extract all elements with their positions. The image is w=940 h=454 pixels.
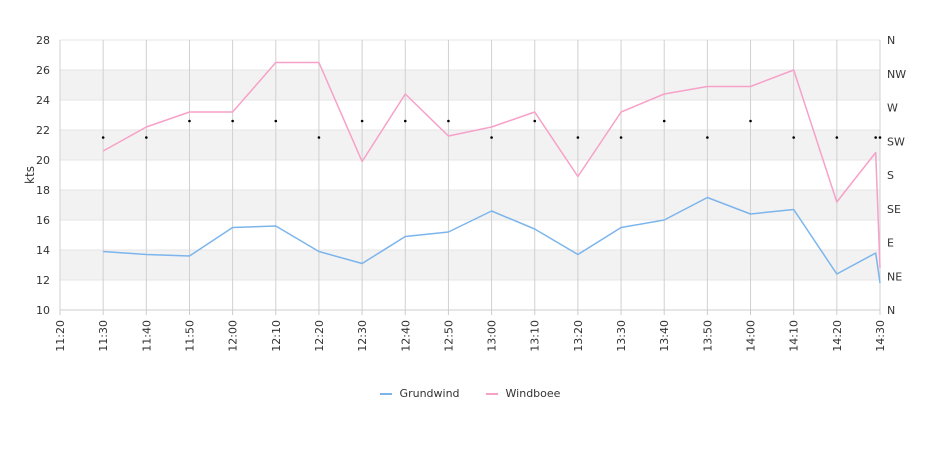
direction-marker [447, 119, 450, 123]
series-line-grundwind [103, 196, 881, 284]
x-tick-label: 14:20 [831, 320, 844, 352]
direction-marker [101, 136, 105, 139]
right-axis-label: NE [887, 270, 902, 283]
direction-marker [360, 119, 364, 123]
right-axis-label: W [887, 102, 898, 115]
plot-band [60, 130, 880, 160]
x-tick-label: 14:00 [745, 320, 758, 352]
right-axis-label: N [887, 34, 895, 47]
direction-marker [490, 136, 493, 139]
legend-swatch-grundwind [379, 393, 392, 395]
y-tick-label: 16 [36, 214, 50, 227]
direction-marker [749, 119, 752, 123]
y-tick-label: 24 [36, 94, 50, 107]
right-axis-label: SE [887, 203, 901, 216]
x-tick-label: 11:50 [183, 320, 196, 352]
y-tick-label: 14 [36, 244, 50, 257]
y-tick-label: 22 [36, 124, 50, 137]
direction-markers [101, 119, 882, 139]
direction-marker [662, 119, 666, 123]
right-axis-label: E [887, 237, 894, 250]
legend-item-grundwind[interactable]: Grundwind [379, 384, 460, 402]
right-axis-label: S [887, 169, 894, 182]
plot-band [60, 250, 880, 280]
x-tick-label: 12:50 [442, 320, 455, 352]
legend-label-grundwind: Grundwind [399, 386, 460, 400]
y-axis-title: kts [23, 166, 37, 184]
direction-marker [874, 136, 877, 139]
x-tick-label: 11:40 [140, 320, 153, 352]
x-tick-label: 11:20 [54, 320, 67, 352]
x-tick-label: 13:50 [701, 320, 714, 352]
direction-marker [706, 136, 709, 139]
legend-item-windboee[interactable]: Windboee [485, 384, 561, 402]
x-axis: 11:20 11:30 11:40 11:50 12:00 12:10 12:20 12:30… [54, 309, 887, 352]
y-tick-label: 12 [36, 274, 50, 287]
x-tick-label: 12:10 [270, 320, 283, 352]
x-tick-label: 14:30 [874, 320, 887, 352]
legend: Grundwind Windboee [0, 384, 940, 402]
right-axis-label: N [887, 304, 895, 317]
y-axis-right: N NW W SW S SE E NE N [887, 34, 906, 317]
right-axis-label: SW [887, 135, 905, 148]
x-tick-label: 12:00 [227, 320, 240, 352]
y-tick-label: 20 [36, 154, 50, 167]
plot-band [60, 70, 880, 100]
direction-marker [403, 119, 407, 123]
direction-marker [533, 119, 537, 123]
direction-marker [619, 136, 623, 139]
legend-label-windboee: Windboee [505, 386, 561, 400]
x-tick-label: 13:00 [486, 320, 499, 352]
direction-marker [188, 119, 191, 123]
series-line-windboee [102, 61, 881, 269]
direction-marker [835, 136, 839, 139]
x-tick-label: 12:30 [356, 320, 369, 352]
plot-bands [60, 70, 880, 280]
y-tick-label: 26 [36, 64, 50, 77]
x-tick-label: 12:20 [313, 320, 326, 352]
x-tick-label: 13:30 [615, 320, 628, 352]
vertical-gridlines [59, 40, 881, 310]
x-tick-label: 11:30 [97, 320, 110, 352]
y-tick-label: 10 [36, 304, 50, 317]
y-axis-left: 10 12 14 16 18 20 22 24 26 28 [36, 34, 50, 317]
right-axis-label: NW [887, 68, 906, 81]
direction-marker [231, 119, 234, 123]
horizontal-gridlines [60, 39, 880, 311]
x-tick-label: 13:10 [529, 320, 542, 352]
legend-swatch-windboee [485, 393, 498, 395]
y-tick-label: 28 [36, 34, 50, 47]
y-tick-label: 18 [36, 184, 50, 197]
direction-marker [145, 136, 148, 139]
direction-marker [878, 136, 882, 139]
x-tick-label: 14:10 [788, 320, 801, 352]
plot-band [60, 190, 880, 220]
x-tick-label: 13:40 [658, 320, 671, 352]
x-tick-label: 13:20 [572, 320, 585, 352]
direction-marker [792, 136, 795, 139]
direction-marker [576, 136, 580, 139]
direction-marker [274, 119, 278, 123]
direction-marker [317, 136, 321, 139]
series-layer [102, 61, 881, 284]
x-tick-label: 12:40 [399, 320, 412, 352]
